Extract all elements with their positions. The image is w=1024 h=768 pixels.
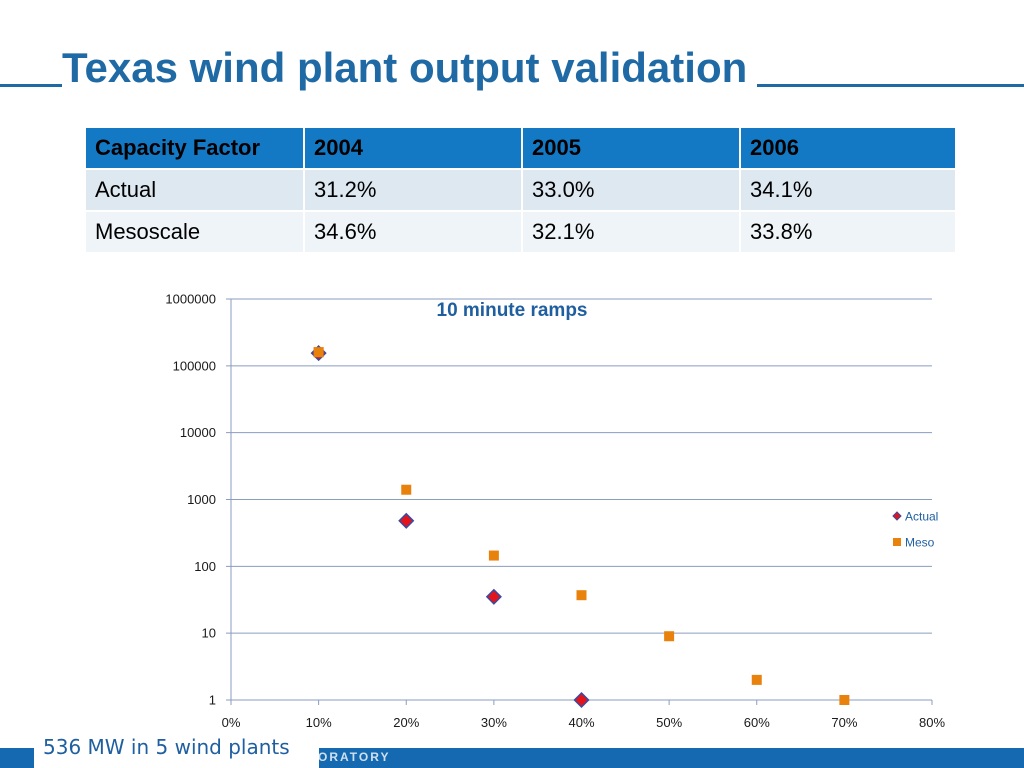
x-tick-label: 30% <box>481 715 507 730</box>
x-tick-label: 0% <box>222 715 241 730</box>
table-cell: 32.1% <box>522 210 741 252</box>
chart-gridlines <box>226 298 932 701</box>
meso-point <box>751 674 762 685</box>
table-header-cell: 2006 <box>740 128 957 169</box>
x-tick-label: 60% <box>744 715 770 730</box>
table-cell: 34.1% <box>740 168 957 211</box>
chart-legend: Actual Meso <box>892 510 938 550</box>
actual-point <box>398 512 415 529</box>
x-tick-label: 80% <box>919 715 945 730</box>
meso-point <box>664 631 675 642</box>
caption-box: 536 MW in 5 wind plants <box>34 731 319 768</box>
y-tick-label: 10000 <box>180 425 216 440</box>
table-cell: 33.0% <box>522 168 741 211</box>
x-tick-label: 70% <box>831 715 857 730</box>
y-tick-label: 1 <box>209 693 216 708</box>
slide-title: Texas wind plant output validation <box>62 40 758 96</box>
legend-actual-marker <box>892 511 902 521</box>
caption-text: 536 MW in 5 wind plants <box>43 735 290 759</box>
meso-point <box>488 550 499 561</box>
actual-point <box>573 691 590 709</box>
x-tick-label: 10% <box>306 715 332 730</box>
y-tick-label: 10 <box>202 626 216 641</box>
meso-point <box>313 347 324 358</box>
table-cell: 33.8% <box>740 210 957 252</box>
chart-axes: 1 10 100 1000 10000 100000 1000000 0% 10% 20% 30% 4… <box>165 292 945 731</box>
y-tick-label: 100000 <box>173 358 216 373</box>
meso-point <box>576 590 587 601</box>
chart-title: 10 minute ramps <box>437 300 588 321</box>
table-cell: 31.2% <box>304 168 523 211</box>
legend-actual-label: Actual <box>905 510 938 524</box>
actual-point <box>485 588 502 605</box>
legend-meso-label: Meso <box>905 536 935 550</box>
meso-point <box>401 484 412 495</box>
y-tick-label: 1000000 <box>165 292 216 307</box>
table-header-cell: Capacity Factor <box>86 128 305 169</box>
x-tick-label: 50% <box>656 715 682 730</box>
table-cell: Actual <box>86 168 305 211</box>
chart-marks <box>310 345 850 709</box>
table-header-cell: 2004 <box>304 128 523 169</box>
x-tick-label: 20% <box>393 715 419 730</box>
y-tick-label: 1000 <box>187 492 216 507</box>
table-header-row: Capacity Factor 2004 2005 2006 <box>86 128 957 169</box>
table-row: Actual 31.2% 33.0% 34.1% <box>86 168 957 211</box>
y-tick-label: 100 <box>194 559 216 574</box>
x-tick-label: 40% <box>568 715 594 730</box>
table-row: Mesoscale 34.6% 32.1% 33.8% <box>86 210 957 252</box>
footer-text: ORATORY <box>318 750 391 764</box>
capacity-factor-table: Capacity Factor 2004 2005 2006 Actual 31… <box>86 128 957 252</box>
table-cell: Mesoscale <box>86 210 305 252</box>
meso-point <box>839 695 850 705</box>
table-header-cell: 2005 <box>522 128 741 169</box>
legend-meso-marker <box>893 538 901 546</box>
table-cell: 34.6% <box>304 210 523 252</box>
